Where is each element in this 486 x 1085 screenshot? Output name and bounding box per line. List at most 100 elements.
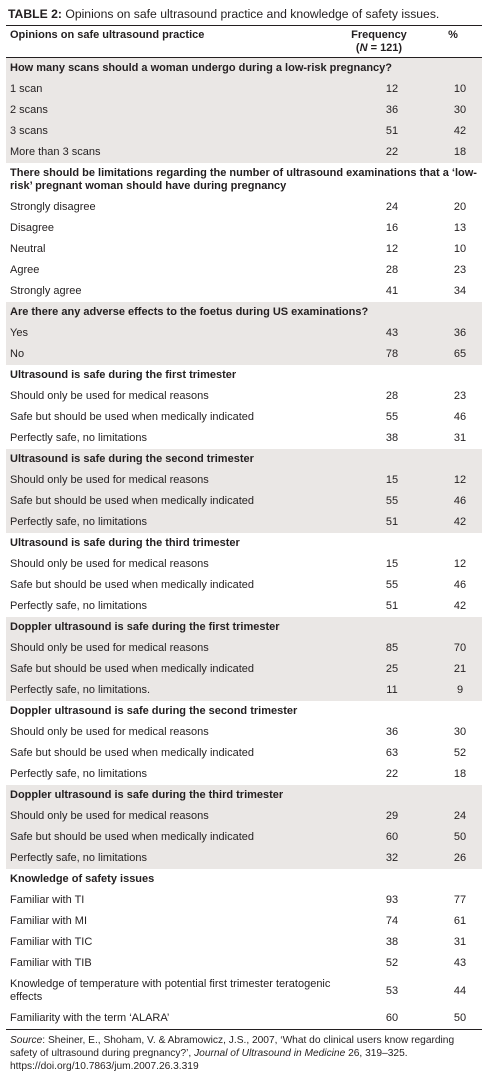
row-label: 1 scan bbox=[6, 79, 338, 100]
table-row: Familiarity with the term ‘ALARA’ 60 50 bbox=[6, 1008, 482, 1029]
source-text-1: : Sheiner, E., Shoham, V. & Abramowicz, … bbox=[10, 1035, 455, 1059]
row-frequency: 74 bbox=[385, 915, 399, 927]
table-row: Yes 43 36 bbox=[6, 323, 482, 344]
row-percent: 34 bbox=[453, 285, 467, 297]
table-caption-label: TABLE 2: bbox=[8, 7, 62, 21]
section-header-row: Doppler ultrasound is safe during the th… bbox=[6, 785, 482, 806]
row-percent: 30 bbox=[418, 100, 482, 121]
row-frequency: 11 bbox=[338, 680, 418, 701]
table-row: Safe but should be used when medically i… bbox=[6, 575, 482, 596]
row-frequency: 16 bbox=[385, 222, 399, 234]
table-caption: TABLE 2: Opinions on safe ultrasound pra… bbox=[6, 6, 482, 26]
row-frequency: 22 bbox=[385, 768, 399, 780]
row-frequency: 51 bbox=[338, 121, 418, 142]
row-frequency: 85 bbox=[338, 638, 418, 659]
row-frequency: 29 bbox=[338, 806, 418, 827]
row-percent: 50 bbox=[453, 1012, 467, 1024]
row-label: Familiar with TIC bbox=[10, 936, 93, 948]
row-label: Yes bbox=[6, 323, 338, 344]
row-label: Safe but should be used when medically i… bbox=[10, 579, 254, 591]
section-header-row: Are there any adverse effects to the foe… bbox=[6, 302, 482, 323]
header-frequency-open: ( bbox=[355, 42, 360, 54]
row-percent: 26 bbox=[418, 848, 482, 869]
row-frequency: 15 bbox=[338, 470, 418, 491]
row-percent: 10 bbox=[418, 79, 482, 100]
row-percent: 23 bbox=[453, 390, 467, 402]
section-header-label: There should be limitations regarding th… bbox=[10, 167, 477, 192]
row-label: Familiar with TIB bbox=[10, 957, 92, 969]
table-row: Perfectly safe, no limitations 51 42 bbox=[6, 596, 482, 617]
table-row: 1 scan 12 10 bbox=[6, 79, 482, 100]
row-frequency: 60 bbox=[338, 827, 418, 848]
table-row: Should only be used for medical reasons 3… bbox=[6, 722, 482, 743]
row-frequency: 38 bbox=[385, 432, 399, 444]
table-row: Should only be used for medical reasons 8… bbox=[6, 638, 482, 659]
section-header-label: How many scans should a woman undergo du… bbox=[6, 57, 482, 79]
row-frequency: 63 bbox=[385, 747, 399, 759]
table-row: Perfectly safe, no limitations 22 18 bbox=[6, 764, 482, 785]
row-frequency: 28 bbox=[385, 390, 399, 402]
row-label: Familiar with MI bbox=[10, 915, 88, 927]
row-label: Strongly agree bbox=[10, 285, 82, 297]
header-frequency-line1: Frequency bbox=[351, 29, 407, 41]
row-percent: 18 bbox=[418, 142, 482, 163]
table-row: Disagree 16 13 bbox=[6, 218, 482, 239]
table-row: Safe but should be used when medically i… bbox=[6, 491, 482, 512]
row-label: Knowledge of temperature with potential … bbox=[10, 978, 331, 1003]
row-percent: 10 bbox=[453, 243, 467, 255]
header-frequency: Frequency (N = 121) bbox=[338, 26, 418, 58]
row-frequency: 36 bbox=[385, 726, 399, 738]
table-row: Neutral 12 10 bbox=[6, 239, 482, 260]
row-label: Should only be used for medical reasons bbox=[10, 726, 209, 738]
section-header-row: Ultrasound is safe during the first trim… bbox=[6, 365, 482, 386]
table-caption-text: Opinions on safe ultrasound practice and… bbox=[65, 7, 440, 21]
row-frequency: 60 bbox=[385, 1012, 399, 1024]
section-header-label: Doppler ultrasound is safe during the th… bbox=[6, 785, 482, 806]
row-label: Disagree bbox=[10, 222, 55, 234]
opinions-table: Opinions on safe ultrasound practice Fre… bbox=[6, 26, 482, 1029]
row-label: Perfectly safe, no limitations. bbox=[6, 680, 338, 701]
row-label: Perfectly safe, no limitations bbox=[6, 512, 338, 533]
section-header-label: Are there any adverse effects to the foe… bbox=[6, 302, 482, 323]
table-row: Perfectly safe, no limitations 38 31 bbox=[6, 428, 482, 449]
table-row: More than 3 scans 22 18 bbox=[6, 142, 482, 163]
table-row: Familiar with MI 74 61 bbox=[6, 911, 482, 932]
table-row: Perfectly safe, no limitations 51 42 bbox=[6, 512, 482, 533]
row-label: Strongly disagree bbox=[10, 201, 96, 213]
table-row: Perfectly safe, no limitations 32 26 bbox=[6, 848, 482, 869]
table-header-row: Opinions on safe ultrasound practice Fre… bbox=[6, 26, 482, 58]
row-label: Safe but should be used when medically i… bbox=[10, 747, 254, 759]
source-text-2: 26, 319–325. https://doi.org/10.7863/jum… bbox=[10, 1048, 408, 1072]
row-percent: 31 bbox=[453, 936, 467, 948]
section-header-row: There should be limitations regarding th… bbox=[6, 163, 482, 197]
section-header-row: How many scans should a woman undergo du… bbox=[6, 57, 482, 79]
row-percent: 42 bbox=[418, 121, 482, 142]
table-source: Source: Sheiner, E., Shoham, V. & Abramo… bbox=[6, 1029, 482, 1073]
row-percent: 46 bbox=[453, 579, 467, 591]
header-frequency-n: N bbox=[359, 42, 368, 54]
row-frequency: 78 bbox=[338, 344, 418, 365]
section-header-label: Doppler ultrasound is safe during the se… bbox=[10, 705, 298, 717]
table-row: Should only be used for medical reasons 2… bbox=[6, 386, 482, 407]
table-container: TABLE 2: Opinions on safe ultrasound pra… bbox=[6, 6, 482, 1073]
section-header-row: Ultrasound is safe during the third trim… bbox=[6, 533, 482, 554]
row-frequency: 38 bbox=[385, 936, 399, 948]
row-percent: 46 bbox=[418, 491, 482, 512]
row-frequency: 15 bbox=[385, 558, 399, 570]
table-row: No 78 65 bbox=[6, 344, 482, 365]
table-row: Should only be used for medical reasons 1… bbox=[6, 554, 482, 575]
row-percent: 61 bbox=[453, 915, 467, 927]
table-row: Perfectly safe, no limitations. 11 9 bbox=[6, 680, 482, 701]
table-row: 3 scans 51 42 bbox=[6, 121, 482, 142]
row-percent: 52 bbox=[453, 747, 467, 759]
row-percent: 20 bbox=[453, 201, 467, 213]
row-percent: 23 bbox=[453, 264, 467, 276]
section-header-label: Ultrasound is safe during the first trim… bbox=[10, 369, 237, 381]
row-percent: 36 bbox=[418, 323, 482, 344]
row-percent: 46 bbox=[453, 411, 467, 423]
row-percent: 77 bbox=[453, 894, 467, 906]
row-frequency: 51 bbox=[338, 512, 418, 533]
row-frequency: 25 bbox=[338, 659, 418, 680]
source-journal: Journal of Ultrasound in Medicine bbox=[194, 1048, 346, 1059]
section-header-label: Doppler ultrasound is safe during the fi… bbox=[6, 617, 482, 638]
